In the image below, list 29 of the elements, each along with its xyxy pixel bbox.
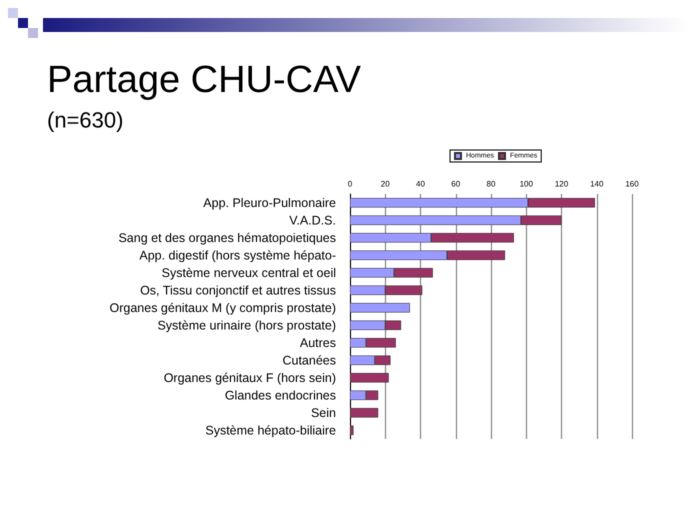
y-tick-label: Système hépato-biliaire	[205, 423, 336, 438]
bar	[350, 372, 389, 383]
x-tick-label: 60	[451, 180, 461, 188]
y-tick-label: App. digestif (hors système hépato-	[139, 248, 336, 262]
x-tick-label: 0	[348, 180, 353, 188]
y-tick-label: Sein	[310, 406, 336, 420]
y-tick-label: Sang et des organes hématopoietiques	[118, 230, 336, 245]
y-tick-label: Organes génitaux F (hors sein)	[164, 370, 336, 385]
x-tick-label: 120	[554, 180, 569, 188]
bar	[350, 425, 354, 436]
x-tick-label: 20	[380, 180, 390, 188]
y-tick-label: Os, Tissu conjonctif et autres tissus	[140, 283, 336, 298]
x-tick-label: 160	[625, 180, 640, 188]
y-tick-label: Système urinaire (hors prostate)	[157, 318, 336, 332]
y-tick-label: Organes génitaux M (y compris prostate)	[110, 300, 336, 315]
bar	[350, 302, 410, 313]
y-tick-label: Cutanées	[282, 353, 336, 368]
y-tick-label: Glandes endocrines	[224, 388, 336, 402]
text: (n=630)	[47, 108, 124, 132]
x-tick-label: 140	[590, 180, 604, 188]
y-tick-label: App. Pleuro-Pulmonaire	[203, 196, 336, 210]
y-tick-label: Système nerveux central et oeil	[162, 266, 336, 280]
y-tick-label: V.A.D.S.	[289, 213, 336, 228]
x-tick-label: 40	[416, 180, 426, 188]
x-tick-label: 80	[486, 180, 496, 188]
x-tick-label: 100	[520, 180, 534, 188]
y-tick-label: Autres	[300, 336, 336, 350]
chart-title: Partage CHU-CAV	[47, 59, 362, 101]
bar	[350, 408, 378, 418]
